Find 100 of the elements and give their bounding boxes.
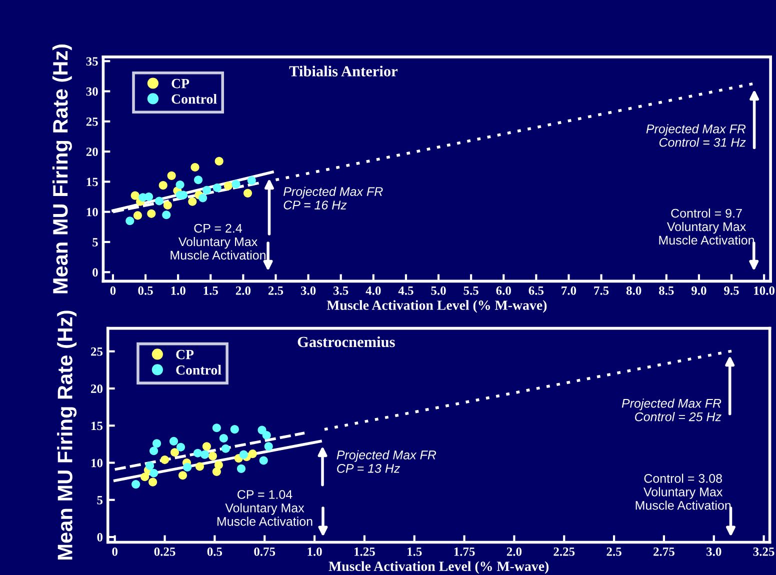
y-tick-label: 25 xyxy=(91,347,103,356)
x-tick-label: 9.5 xyxy=(724,286,739,295)
y-axis-title: Mean MU Firing Rate (Hz) xyxy=(52,44,72,294)
x-tick-label: 3.0 xyxy=(300,286,316,295)
point xyxy=(190,162,200,172)
y-tick-label: 0 xyxy=(97,533,103,542)
x-tick-label: 5.0 xyxy=(431,286,446,295)
point xyxy=(146,461,154,470)
y-tick-label: 10 xyxy=(92,458,103,468)
point xyxy=(162,210,171,220)
point xyxy=(198,194,208,202)
point xyxy=(193,448,202,458)
annotation: CP = 1.04 Voluntary Max Muscle Activation xyxy=(217,490,312,526)
x-tick-label: 10.0 xyxy=(754,286,775,295)
point xyxy=(221,444,230,453)
y-tick-label: 25 xyxy=(86,117,98,126)
point xyxy=(178,471,188,480)
x-tick-label: 3.25 xyxy=(753,547,774,556)
x-tick-label: 2.5 xyxy=(606,547,622,556)
x-tick-label: 1.25 xyxy=(354,547,375,556)
y-tick-label: 35 xyxy=(86,57,98,66)
point xyxy=(170,448,180,457)
y-tick-label: 15 xyxy=(92,422,103,430)
point xyxy=(188,197,197,206)
x-tick-label: 3.0 xyxy=(706,547,722,556)
point xyxy=(148,478,158,486)
x-tick-label: 0.75 xyxy=(254,547,276,556)
annotation: CP = 2.4 Voluntary Max Muscle Activation xyxy=(170,224,266,260)
x-tick-label: 2.25 xyxy=(554,547,575,556)
x-tick-label: 4.5 xyxy=(398,286,414,295)
point xyxy=(176,180,184,190)
point xyxy=(232,180,240,188)
y-tick-label: 0 xyxy=(92,268,98,277)
point xyxy=(169,436,178,446)
x-tick-label: 0 xyxy=(112,547,118,556)
annotation: Projected Max FR CP = 16 Hz xyxy=(284,186,383,210)
point xyxy=(167,171,176,180)
annotation: Projected Max FR CP = 13 Hz xyxy=(336,450,436,473)
point xyxy=(259,456,268,465)
annotation: Control = 3.08 Voluntary Max Muscle Activation xyxy=(636,474,731,510)
y-tick-label: 20 xyxy=(91,384,103,393)
legend-label: Control xyxy=(176,364,222,375)
legend-label: CP xyxy=(176,350,194,360)
point xyxy=(243,188,252,198)
point xyxy=(126,216,134,226)
point xyxy=(236,464,246,473)
point xyxy=(212,467,221,476)
x-tick-label: 1.0 xyxy=(308,547,322,556)
point xyxy=(248,450,257,458)
y-tick-label: 15 xyxy=(86,178,98,186)
x-tick-label: 1.0 xyxy=(171,286,186,295)
y-tick-label: 5 xyxy=(97,496,103,504)
point xyxy=(194,176,203,184)
point xyxy=(176,442,186,452)
x-tick-label: 8.0 xyxy=(626,286,642,295)
x-tick-label: 1.5 xyxy=(408,548,422,556)
x-tick-label: 0 xyxy=(110,286,116,295)
x-tick-label: 1.75 xyxy=(454,548,475,556)
x-tick-label: 5.5 xyxy=(464,286,478,295)
x-tick-label: 7.5 xyxy=(594,286,609,295)
x-tick-label: 2.5 xyxy=(268,286,284,295)
point xyxy=(208,452,217,460)
point xyxy=(150,446,158,456)
legend-label: Control xyxy=(172,94,217,104)
point xyxy=(262,430,271,440)
point xyxy=(212,183,222,192)
x-tick-label: 6.5 xyxy=(528,286,544,295)
point xyxy=(152,439,162,448)
point xyxy=(202,442,211,451)
x-tick-label: 6.0 xyxy=(496,286,511,295)
x-tick-label: 4.0 xyxy=(366,286,381,295)
point xyxy=(200,450,209,459)
y-tick-label: 10 xyxy=(86,208,98,216)
x-tick-label: 2.0 xyxy=(506,547,522,556)
point xyxy=(212,424,221,432)
x-tick-label: 0.5 xyxy=(138,286,153,295)
point xyxy=(150,468,158,478)
point xyxy=(144,192,154,202)
point xyxy=(195,462,204,471)
x-axis-title: Muscle Activation Level (% M-wave) xyxy=(328,561,549,574)
annotation: Projected Max FR Control = 25 Hz xyxy=(622,398,722,422)
y-tick-label: 30 xyxy=(86,87,98,96)
point xyxy=(230,425,239,434)
y-axis-title: Mean MU Firing Rate (Hz) xyxy=(57,310,77,560)
x-tick-label: 2.75 xyxy=(654,547,674,556)
point xyxy=(163,200,172,210)
x-tick-label: 1.5 xyxy=(204,286,218,295)
point xyxy=(130,191,140,200)
x-tick-label: 2.0 xyxy=(236,286,251,295)
point xyxy=(219,434,228,443)
point xyxy=(247,176,256,185)
point xyxy=(147,209,156,218)
point xyxy=(158,181,168,190)
point xyxy=(239,450,248,459)
x-axis-title: Muscle Activation Level (% M-wave) xyxy=(326,300,547,313)
point xyxy=(264,442,273,451)
x-tick-label: 0.5 xyxy=(207,547,222,556)
legend-label: CP xyxy=(172,78,190,88)
annotation: Control = 9.7 Voluntary Max Muscle Activation xyxy=(659,208,754,245)
point xyxy=(202,186,212,194)
